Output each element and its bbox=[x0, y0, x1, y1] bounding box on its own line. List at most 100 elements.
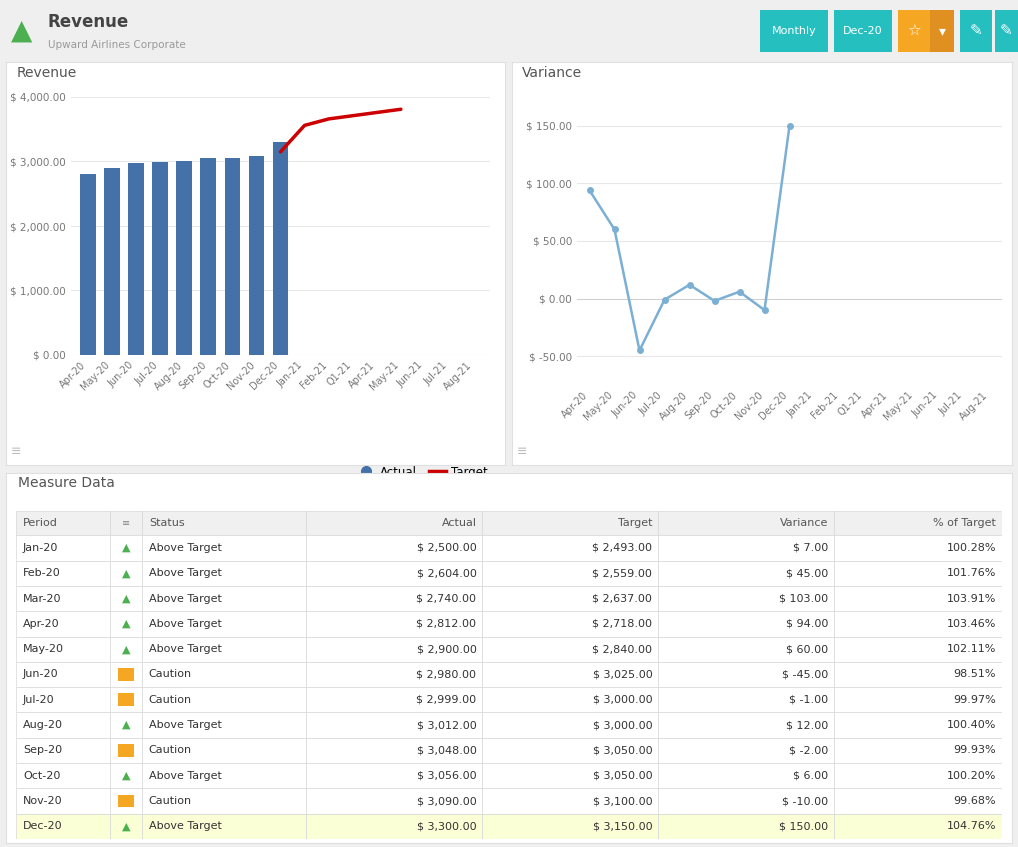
Bar bbox=[142, 687, 306, 712]
Text: Above Target: Above Target bbox=[149, 645, 222, 654]
Text: Caution: Caution bbox=[149, 695, 192, 705]
Text: $ 3,300.00: $ 3,300.00 bbox=[416, 822, 476, 832]
Bar bbox=[834, 662, 1002, 687]
Bar bbox=[110, 561, 142, 586]
Bar bbox=[898, 10, 930, 52]
Bar bbox=[659, 637, 834, 662]
Text: ▲: ▲ bbox=[122, 822, 130, 832]
Text: $ 6.00: $ 6.00 bbox=[793, 771, 829, 781]
Text: ▾: ▾ bbox=[939, 24, 946, 38]
Text: $ 3,000.00: $ 3,000.00 bbox=[592, 695, 653, 705]
Bar bbox=[834, 738, 1002, 763]
Text: $ 2,840.00: $ 2,840.00 bbox=[592, 645, 653, 654]
Bar bbox=[80, 174, 96, 355]
Bar bbox=[483, 814, 659, 839]
Text: $ 3,056.00: $ 3,056.00 bbox=[416, 771, 476, 781]
Bar bbox=[142, 586, 306, 612]
Text: Caution: Caution bbox=[149, 796, 192, 806]
Bar bbox=[995, 10, 1018, 52]
Bar bbox=[16, 712, 110, 738]
Text: $ 150.00: $ 150.00 bbox=[779, 822, 829, 832]
Bar bbox=[176, 161, 192, 355]
Text: Variance: Variance bbox=[522, 66, 582, 80]
Bar bbox=[201, 158, 216, 355]
Text: $ 2,559.00: $ 2,559.00 bbox=[592, 568, 653, 579]
Text: Above Target: Above Target bbox=[149, 543, 222, 553]
Bar bbox=[834, 789, 1002, 814]
Text: $ -45.00: $ -45.00 bbox=[782, 669, 829, 679]
Bar bbox=[306, 535, 483, 561]
Bar bbox=[142, 662, 306, 687]
Text: ✎: ✎ bbox=[969, 24, 982, 38]
Bar bbox=[118, 794, 134, 807]
Bar bbox=[483, 712, 659, 738]
Bar bbox=[659, 789, 834, 814]
Bar bbox=[110, 586, 142, 612]
Bar bbox=[16, 586, 110, 612]
Text: 102.11%: 102.11% bbox=[947, 645, 996, 654]
Text: $ -1.00: $ -1.00 bbox=[789, 695, 829, 705]
Text: $ 2,718.00: $ 2,718.00 bbox=[592, 619, 653, 628]
Bar bbox=[659, 738, 834, 763]
Bar bbox=[483, 662, 659, 687]
Bar bbox=[110, 612, 142, 637]
Text: 99.93%: 99.93% bbox=[954, 745, 996, 756]
Text: Status: Status bbox=[149, 518, 184, 529]
Bar bbox=[659, 763, 834, 789]
Text: $ 3,150.00: $ 3,150.00 bbox=[592, 822, 653, 832]
Bar bbox=[306, 561, 483, 586]
Bar bbox=[273, 142, 288, 355]
Text: 100.28%: 100.28% bbox=[947, 543, 996, 553]
Bar bbox=[306, 687, 483, 712]
Text: $ 2,812.00: $ 2,812.00 bbox=[416, 619, 476, 628]
Bar bbox=[659, 814, 834, 839]
Text: $ 3,050.00: $ 3,050.00 bbox=[592, 745, 653, 756]
Text: ▲: ▲ bbox=[122, 568, 130, 579]
Bar bbox=[834, 10, 892, 52]
Text: ▲: ▲ bbox=[122, 771, 130, 781]
Text: $ 60.00: $ 60.00 bbox=[786, 645, 829, 654]
Text: Dec-20: Dec-20 bbox=[22, 822, 62, 832]
Text: Revenue: Revenue bbox=[16, 66, 76, 80]
Text: Variance: Variance bbox=[780, 518, 829, 529]
Text: ≡: ≡ bbox=[11, 446, 21, 458]
Bar bbox=[142, 637, 306, 662]
Bar bbox=[306, 662, 483, 687]
Text: ▲: ▲ bbox=[11, 17, 33, 45]
Bar bbox=[834, 712, 1002, 738]
Bar bbox=[16, 511, 110, 535]
Legend: Actual, Target: Actual, Target bbox=[352, 461, 493, 484]
Bar bbox=[483, 687, 659, 712]
Bar bbox=[930, 10, 954, 52]
Bar bbox=[142, 511, 306, 535]
Text: 103.91%: 103.91% bbox=[947, 594, 996, 604]
Text: Monthly: Monthly bbox=[772, 26, 816, 36]
Text: $ 3,050.00: $ 3,050.00 bbox=[592, 771, 653, 781]
Bar bbox=[483, 612, 659, 637]
Text: ✎: ✎ bbox=[1000, 24, 1013, 38]
Text: ≡: ≡ bbox=[122, 518, 130, 529]
Bar bbox=[118, 668, 134, 681]
Text: ▲: ▲ bbox=[122, 619, 130, 628]
Text: $ 7.00: $ 7.00 bbox=[793, 543, 829, 553]
Bar bbox=[483, 789, 659, 814]
Bar bbox=[960, 10, 992, 52]
Text: 104.76%: 104.76% bbox=[947, 822, 996, 832]
Bar bbox=[142, 535, 306, 561]
Bar bbox=[110, 637, 142, 662]
Bar bbox=[483, 738, 659, 763]
Bar bbox=[659, 662, 834, 687]
Bar bbox=[16, 814, 110, 839]
Bar bbox=[834, 535, 1002, 561]
Bar bbox=[16, 763, 110, 789]
Text: Oct-20: Oct-20 bbox=[22, 771, 60, 781]
Bar bbox=[834, 561, 1002, 586]
Text: Revenue: Revenue bbox=[48, 13, 129, 30]
Bar bbox=[483, 586, 659, 612]
Text: Above Target: Above Target bbox=[149, 594, 222, 604]
Bar bbox=[118, 694, 134, 706]
Bar bbox=[834, 763, 1002, 789]
Text: $ 2,500.00: $ 2,500.00 bbox=[416, 543, 476, 553]
Bar bbox=[110, 738, 142, 763]
Bar bbox=[760, 10, 828, 52]
